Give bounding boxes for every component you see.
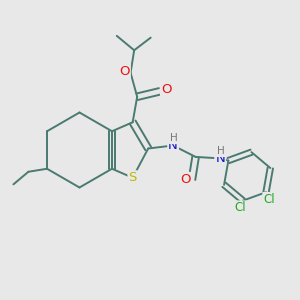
- Text: O: O: [119, 65, 130, 78]
- Text: O: O: [180, 173, 191, 186]
- Text: Cl: Cl: [234, 201, 246, 214]
- Text: Cl: Cl: [263, 193, 275, 206]
- Text: H: H: [217, 146, 225, 156]
- Text: H: H: [170, 133, 178, 143]
- Text: O: O: [161, 83, 172, 96]
- Text: N: N: [215, 152, 225, 165]
- Text: S: S: [128, 171, 137, 184]
- Text: N: N: [168, 139, 178, 152]
